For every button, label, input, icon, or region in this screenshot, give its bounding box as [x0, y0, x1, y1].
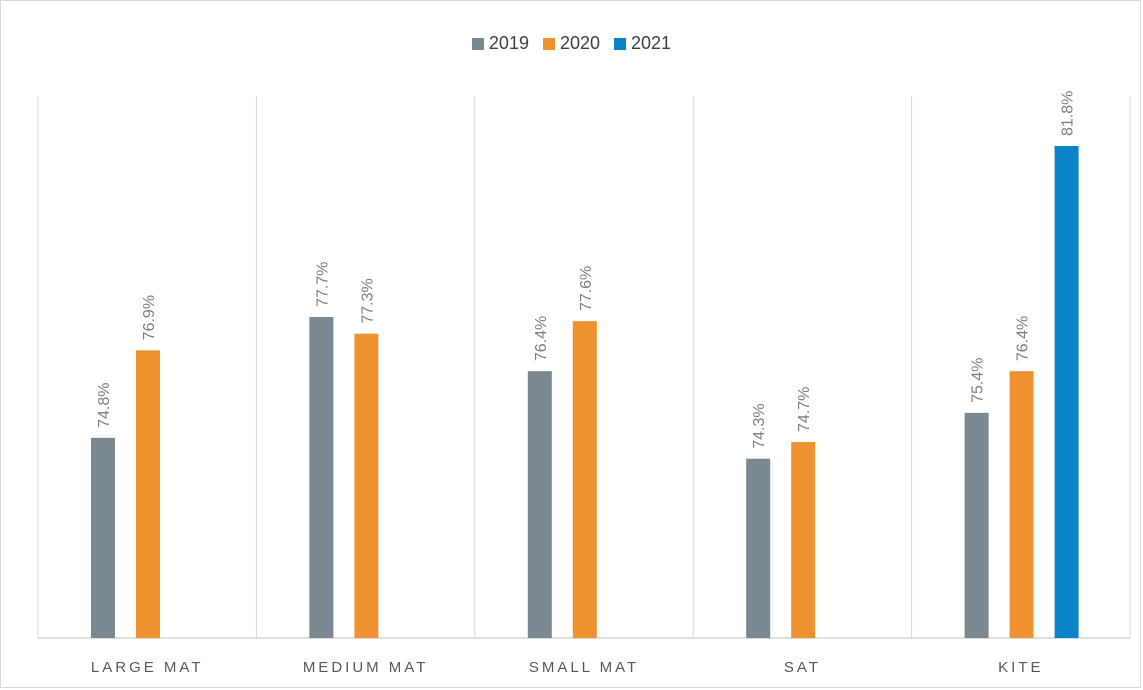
- data-label-2019-3: 74.3%: [751, 403, 768, 448]
- category-label-3: SAT: [784, 659, 821, 676]
- data-label-2020-0: 76.9%: [141, 295, 158, 340]
- bar-2020-0: [136, 350, 160, 638]
- legend: 2019 2020 2021: [0, 33, 1143, 54]
- data-label-2019-4: 75.4%: [970, 357, 987, 402]
- data-label-2020-4: 76.4%: [1015, 316, 1032, 361]
- bar-2019-1: [309, 316, 334, 638]
- legend-label-2020: 2020: [559, 33, 601, 53]
- bar-2020-3: [791, 442, 816, 638]
- data-label-2021-4: 81.8%: [1060, 91, 1077, 136]
- data-label-2020-2: 77.6%: [578, 266, 595, 311]
- legend-label-2021: 2021: [631, 33, 672, 53]
- category-label-1: MEDIUM MAT: [303, 659, 429, 676]
- bar-2019-3: [746, 458, 771, 638]
- data-label-2019-2: 76.4%: [533, 316, 550, 361]
- legend-item-2020: 2020: [542, 33, 601, 54]
- legend-swatch-2019: [471, 37, 484, 50]
- data-label-2019-0: 74.8%: [96, 383, 113, 428]
- bar-2019-0: [91, 437, 115, 638]
- legend-item-2021: 2021: [614, 33, 671, 54]
- data-label-2020-1: 77.3%: [359, 278, 376, 323]
- bar-2020-1: [354, 333, 379, 638]
- bar-2020-4: [1009, 371, 1034, 638]
- bar-2019-4: [964, 412, 989, 638]
- data-label-2020-3: 74.7%: [796, 387, 813, 432]
- bar-2019-2: [527, 371, 552, 638]
- bar-2020-2: [572, 321, 597, 638]
- category-label-4: KITE: [998, 659, 1043, 676]
- category-label-2: SMALL MAT: [529, 659, 639, 676]
- legend-swatch-2020: [542, 37, 555, 50]
- category-label-0: LARGE MAT: [91, 659, 204, 676]
- legend-label-2019: 2019: [488, 33, 529, 53]
- legend-swatch-2021: [614, 37, 627, 50]
- data-label-2019-1: 77.7%: [314, 262, 331, 307]
- bar-2021-4: [1054, 146, 1079, 638]
- legend-item-2019: 2019: [471, 33, 529, 54]
